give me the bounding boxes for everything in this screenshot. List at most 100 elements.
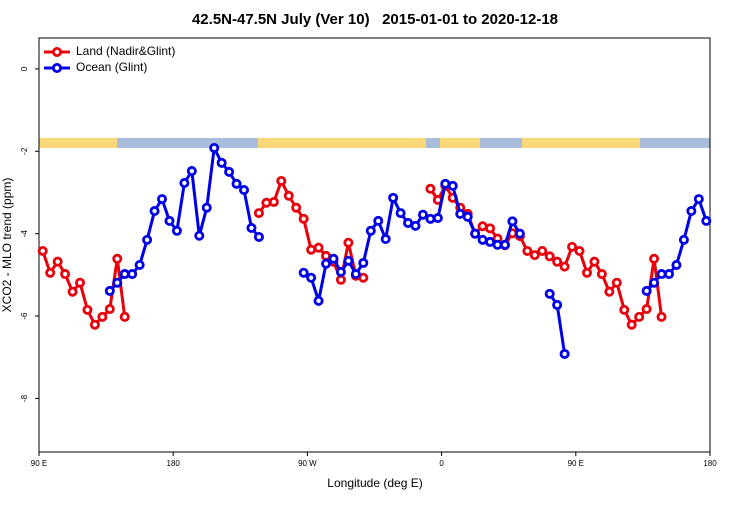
- data-point: [686, 206, 697, 217]
- data-point: [701, 215, 712, 226]
- data-point: [470, 228, 481, 239]
- data-point: [544, 251, 555, 262]
- data-point: [119, 311, 130, 322]
- land-band: [522, 138, 640, 148]
- data-point: [462, 211, 473, 222]
- data-point: [52, 256, 63, 267]
- data-point: [201, 202, 212, 213]
- data-point: [89, 319, 100, 330]
- data-point: [142, 234, 153, 245]
- data-point: [619, 304, 630, 315]
- land-ocean-band: [39, 138, 710, 148]
- data-point: [678, 234, 689, 245]
- data-point: [194, 230, 205, 241]
- data-point: [75, 277, 86, 288]
- data-point: [335, 266, 346, 277]
- data-point: [596, 269, 607, 280]
- chart-title: 42.5N-47.5N July (Ver 10) 2015-01-01 to …: [192, 11, 558, 28]
- x-tick-label: 180: [703, 459, 717, 468]
- y-tick-label: -6: [20, 312, 29, 320]
- x-tick-label: 90 E: [568, 459, 584, 468]
- y-axis-label: XCO2 - MLO trend (ppm): [0, 178, 14, 313]
- data-point: [231, 178, 242, 189]
- land-band: [440, 138, 480, 148]
- data-point: [447, 180, 458, 191]
- data-point: [626, 319, 637, 330]
- data-point: [537, 245, 548, 256]
- data-point: [306, 272, 317, 283]
- data-point: [112, 253, 123, 264]
- data-point: [313, 242, 324, 253]
- data-point: [67, 286, 78, 297]
- data-point: [276, 175, 287, 186]
- data-point: [328, 253, 339, 264]
- data-point: [611, 277, 622, 288]
- data-point: [552, 299, 563, 310]
- data-point: [186, 166, 197, 177]
- data-point: [127, 269, 138, 280]
- data-point: [567, 241, 578, 252]
- data-point: [246, 222, 257, 233]
- data-point: [343, 255, 354, 266]
- y-tick-label: -2: [20, 147, 29, 155]
- y-tick-label: -8: [20, 394, 29, 402]
- data-point: [253, 231, 264, 242]
- y-tick-label: 0: [20, 66, 29, 71]
- data-point: [157, 194, 168, 205]
- legend-marker: [52, 63, 63, 74]
- data-point: [60, 269, 71, 280]
- data-point: [425, 213, 436, 224]
- data-point: [37, 245, 48, 256]
- data-point: [104, 285, 115, 296]
- x-tick-label: 0: [439, 459, 444, 468]
- data-point: [224, 166, 235, 177]
- data-point: [82, 304, 93, 315]
- legend-label: Land (Nadir&Glint): [76, 44, 175, 58]
- data-point: [179, 178, 190, 189]
- data-point: [589, 256, 600, 267]
- data-point: [693, 194, 704, 205]
- data-point: [335, 274, 346, 285]
- data-point: [432, 213, 443, 224]
- data-point: [45, 267, 56, 278]
- data-point: [112, 277, 123, 288]
- data-point: [164, 215, 175, 226]
- data-point: [559, 348, 570, 359]
- data-point: [261, 197, 272, 208]
- data-point: [388, 192, 399, 203]
- data-point: [544, 288, 555, 299]
- legend-label: Ocean (Glint): [76, 60, 147, 74]
- data-point: [649, 277, 660, 288]
- data-point: [485, 223, 496, 234]
- data-point: [104, 304, 115, 315]
- data-point: [216, 157, 227, 168]
- data-point: [395, 208, 406, 219]
- data-point: [298, 213, 309, 224]
- data-point: [268, 196, 279, 207]
- data-point: [604, 286, 615, 297]
- land-band: [258, 138, 426, 148]
- data-point: [581, 267, 592, 278]
- data-point: [283, 190, 294, 201]
- data-point: [514, 228, 525, 239]
- plot-frame: [38, 37, 711, 453]
- x-tick-label: 90 W: [298, 459, 317, 468]
- data-point: [410, 220, 421, 231]
- data-point: [559, 261, 570, 272]
- data-point: [373, 215, 384, 226]
- data-point: [313, 295, 324, 306]
- data-point: [343, 237, 354, 248]
- data-point: [239, 185, 250, 196]
- data-point: [574, 245, 585, 256]
- data-point: [253, 208, 264, 219]
- x-axis-label: Longitude (deg E): [327, 476, 422, 490]
- data-point: [134, 259, 145, 270]
- data-point: [365, 225, 376, 236]
- data-point: [671, 259, 682, 270]
- data-point: [663, 269, 674, 280]
- data-point: [171, 225, 182, 236]
- x-tick-label: 180: [167, 459, 181, 468]
